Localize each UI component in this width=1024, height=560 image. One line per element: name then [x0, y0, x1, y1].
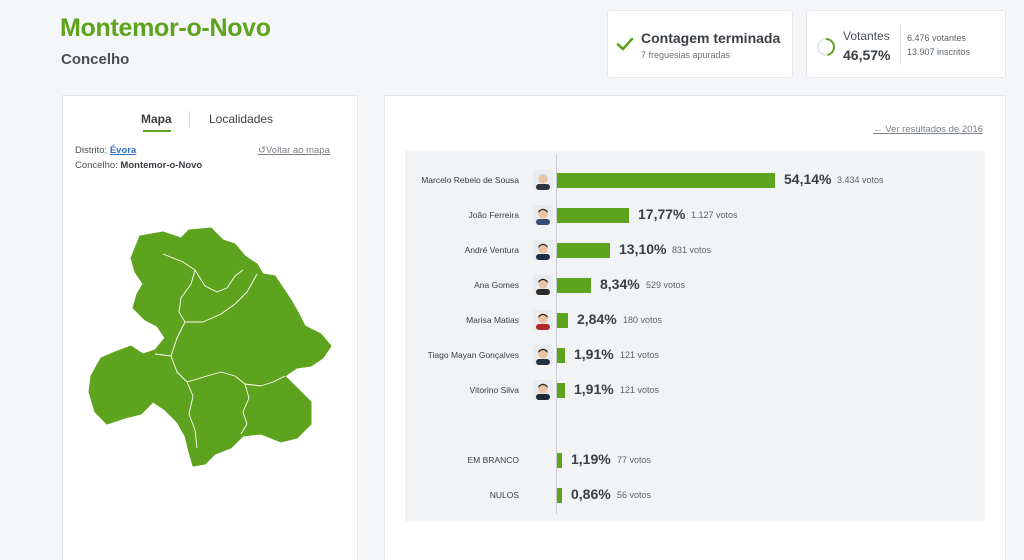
results-chart-axis	[556, 154, 557, 514]
result-bar	[557, 313, 568, 328]
voters-card: Votantes 46,57% 6.476 votantes 13.907 in…	[806, 10, 1006, 78]
check-icon	[616, 37, 634, 51]
result-percent: 1,91%	[574, 346, 614, 362]
map-panel: Mapa Localidades Distrito: Évora Concelh…	[62, 95, 358, 560]
result-bar	[557, 243, 610, 258]
count-status-subtitle: 7 freguesias apuradas	[641, 50, 731, 60]
result-row[interactable]: Marisa Matias 2,84% 180 votos	[385, 306, 985, 334]
candidate-avatar	[533, 205, 553, 225]
result-votes: 56 votos	[617, 490, 652, 500]
candidate-avatar	[533, 345, 553, 365]
voters-label: Votantes	[843, 29, 890, 43]
result-percent: 1,19%	[571, 451, 611, 467]
county-map-shape[interactable]	[88, 227, 332, 467]
county-map[interactable]	[85, 226, 335, 471]
tab-localities[interactable]: Localidades	[209, 112, 274, 126]
count-status-title: Contagem terminada	[641, 30, 781, 46]
results-panel: ← Ver resultados de 2016 Marcelo Rebelo …	[384, 95, 1006, 560]
county-label: Concelho:	[75, 160, 118, 171]
result-votes: 529 votos	[646, 280, 686, 290]
registered-count: 13.907 inscritos	[907, 47, 971, 57]
result-percent: 8,34%	[600, 276, 640, 292]
arrow-left-icon: ←	[873, 124, 886, 135]
district-line: Distrito: Évora	[75, 145, 136, 156]
page-subtitle: Concelho	[61, 51, 130, 68]
candidate-avatar	[533, 170, 553, 190]
result-percent: 17,77%	[638, 206, 686, 222]
result-votes: 180 votos	[623, 315, 663, 325]
candidate-name: Marcelo Rebelo de Sousa	[421, 175, 519, 185]
candidate-name: André Ventura	[464, 245, 519, 255]
result-bar	[557, 348, 565, 363]
turnout-progress-ring	[817, 38, 835, 56]
result-row[interactable]: André Ventura 13,10% 831 votos	[385, 236, 985, 264]
result-bar	[557, 383, 565, 398]
result-percent: 54,14%	[784, 171, 832, 187]
turnout-percent: 46,57%	[843, 47, 891, 63]
candidate-name: Vitorino Silva	[469, 385, 519, 395]
page-title: Montemor-o-Novo	[60, 14, 271, 42]
candidate-avatar	[533, 240, 553, 260]
county-value: Montemor-o-Novo	[120, 160, 203, 171]
county-line: Concelho: Montemor-o-Novo	[75, 160, 202, 171]
candidate-name: Ana Gomes	[474, 280, 519, 290]
result-percent: 1,91%	[574, 381, 614, 397]
result-bar	[557, 278, 591, 293]
result-votes: 77 votos	[617, 455, 652, 465]
result-row[interactable]: Tiago Mayan Gonçalves 1,91% 121 votos	[385, 341, 985, 369]
tab-map[interactable]: Mapa	[141, 112, 172, 126]
tab-separator	[189, 111, 190, 127]
candidate-name: João Ferreira	[468, 210, 519, 220]
back-to-map-link[interactable]: ↺Voltar ao mapa	[258, 145, 330, 156]
candidate-avatar	[533, 275, 553, 295]
voters-divider	[900, 25, 901, 65]
result-bar	[557, 488, 562, 503]
result-votes: 3.434 votos	[837, 175, 884, 185]
tab-map-underline	[143, 130, 171, 132]
results-chart-background	[405, 151, 985, 521]
candidate-name: Marisa Matias	[466, 315, 519, 325]
result-percent: 13,10%	[619, 241, 667, 257]
result-row[interactable]: Vitorino Silva 1,91% 121 votos	[385, 376, 985, 404]
parish-boundaries	[154, 253, 286, 449]
candidate-name: EM BRANCO	[467, 455, 519, 465]
result-votes: 121 votos	[620, 350, 660, 360]
result-bar	[557, 208, 629, 223]
result-row[interactable]: NULOS 0,86% 56 votos	[385, 481, 985, 509]
previous-results-label: Ver resultados de 2016	[885, 124, 983, 135]
candidate-name: Tiago Mayan Gonçalves	[427, 350, 519, 360]
previous-results-link[interactable]: ← Ver resultados de 2016	[873, 124, 983, 135]
result-row[interactable]: Ana Gomes 8,34% 529 votos	[385, 271, 985, 299]
candidate-avatar	[533, 310, 553, 330]
result-bar	[557, 173, 775, 188]
count-status-card: Contagem terminada 7 freguesias apuradas	[607, 10, 793, 78]
result-bar	[557, 453, 562, 468]
result-votes: 121 votos	[620, 385, 660, 395]
candidate-name: NULOS	[489, 490, 519, 500]
voters-count: 6.476 votantes	[907, 33, 967, 43]
district-label: Distrito:	[75, 145, 108, 156]
back-to-map-label: Voltar ao mapa	[265, 145, 330, 156]
result-percent: 0,86%	[571, 486, 611, 502]
candidate-avatar	[533, 380, 553, 400]
district-link[interactable]: Évora	[109, 145, 137, 156]
result-percent: 2,84%	[577, 311, 617, 327]
result-row[interactable]: EM BRANCO 1,19% 77 votos	[385, 446, 985, 474]
result-votes: 831 votos	[672, 245, 712, 255]
result-row[interactable]: João Ferreira 17,77% 1.127 votos	[385, 201, 985, 229]
result-row[interactable]: Marcelo Rebelo de Sousa 54,14% 3.434 votos	[385, 166, 985, 194]
undo-icon: ↺	[258, 145, 266, 156]
result-votes: 1.127 votos	[691, 210, 738, 220]
